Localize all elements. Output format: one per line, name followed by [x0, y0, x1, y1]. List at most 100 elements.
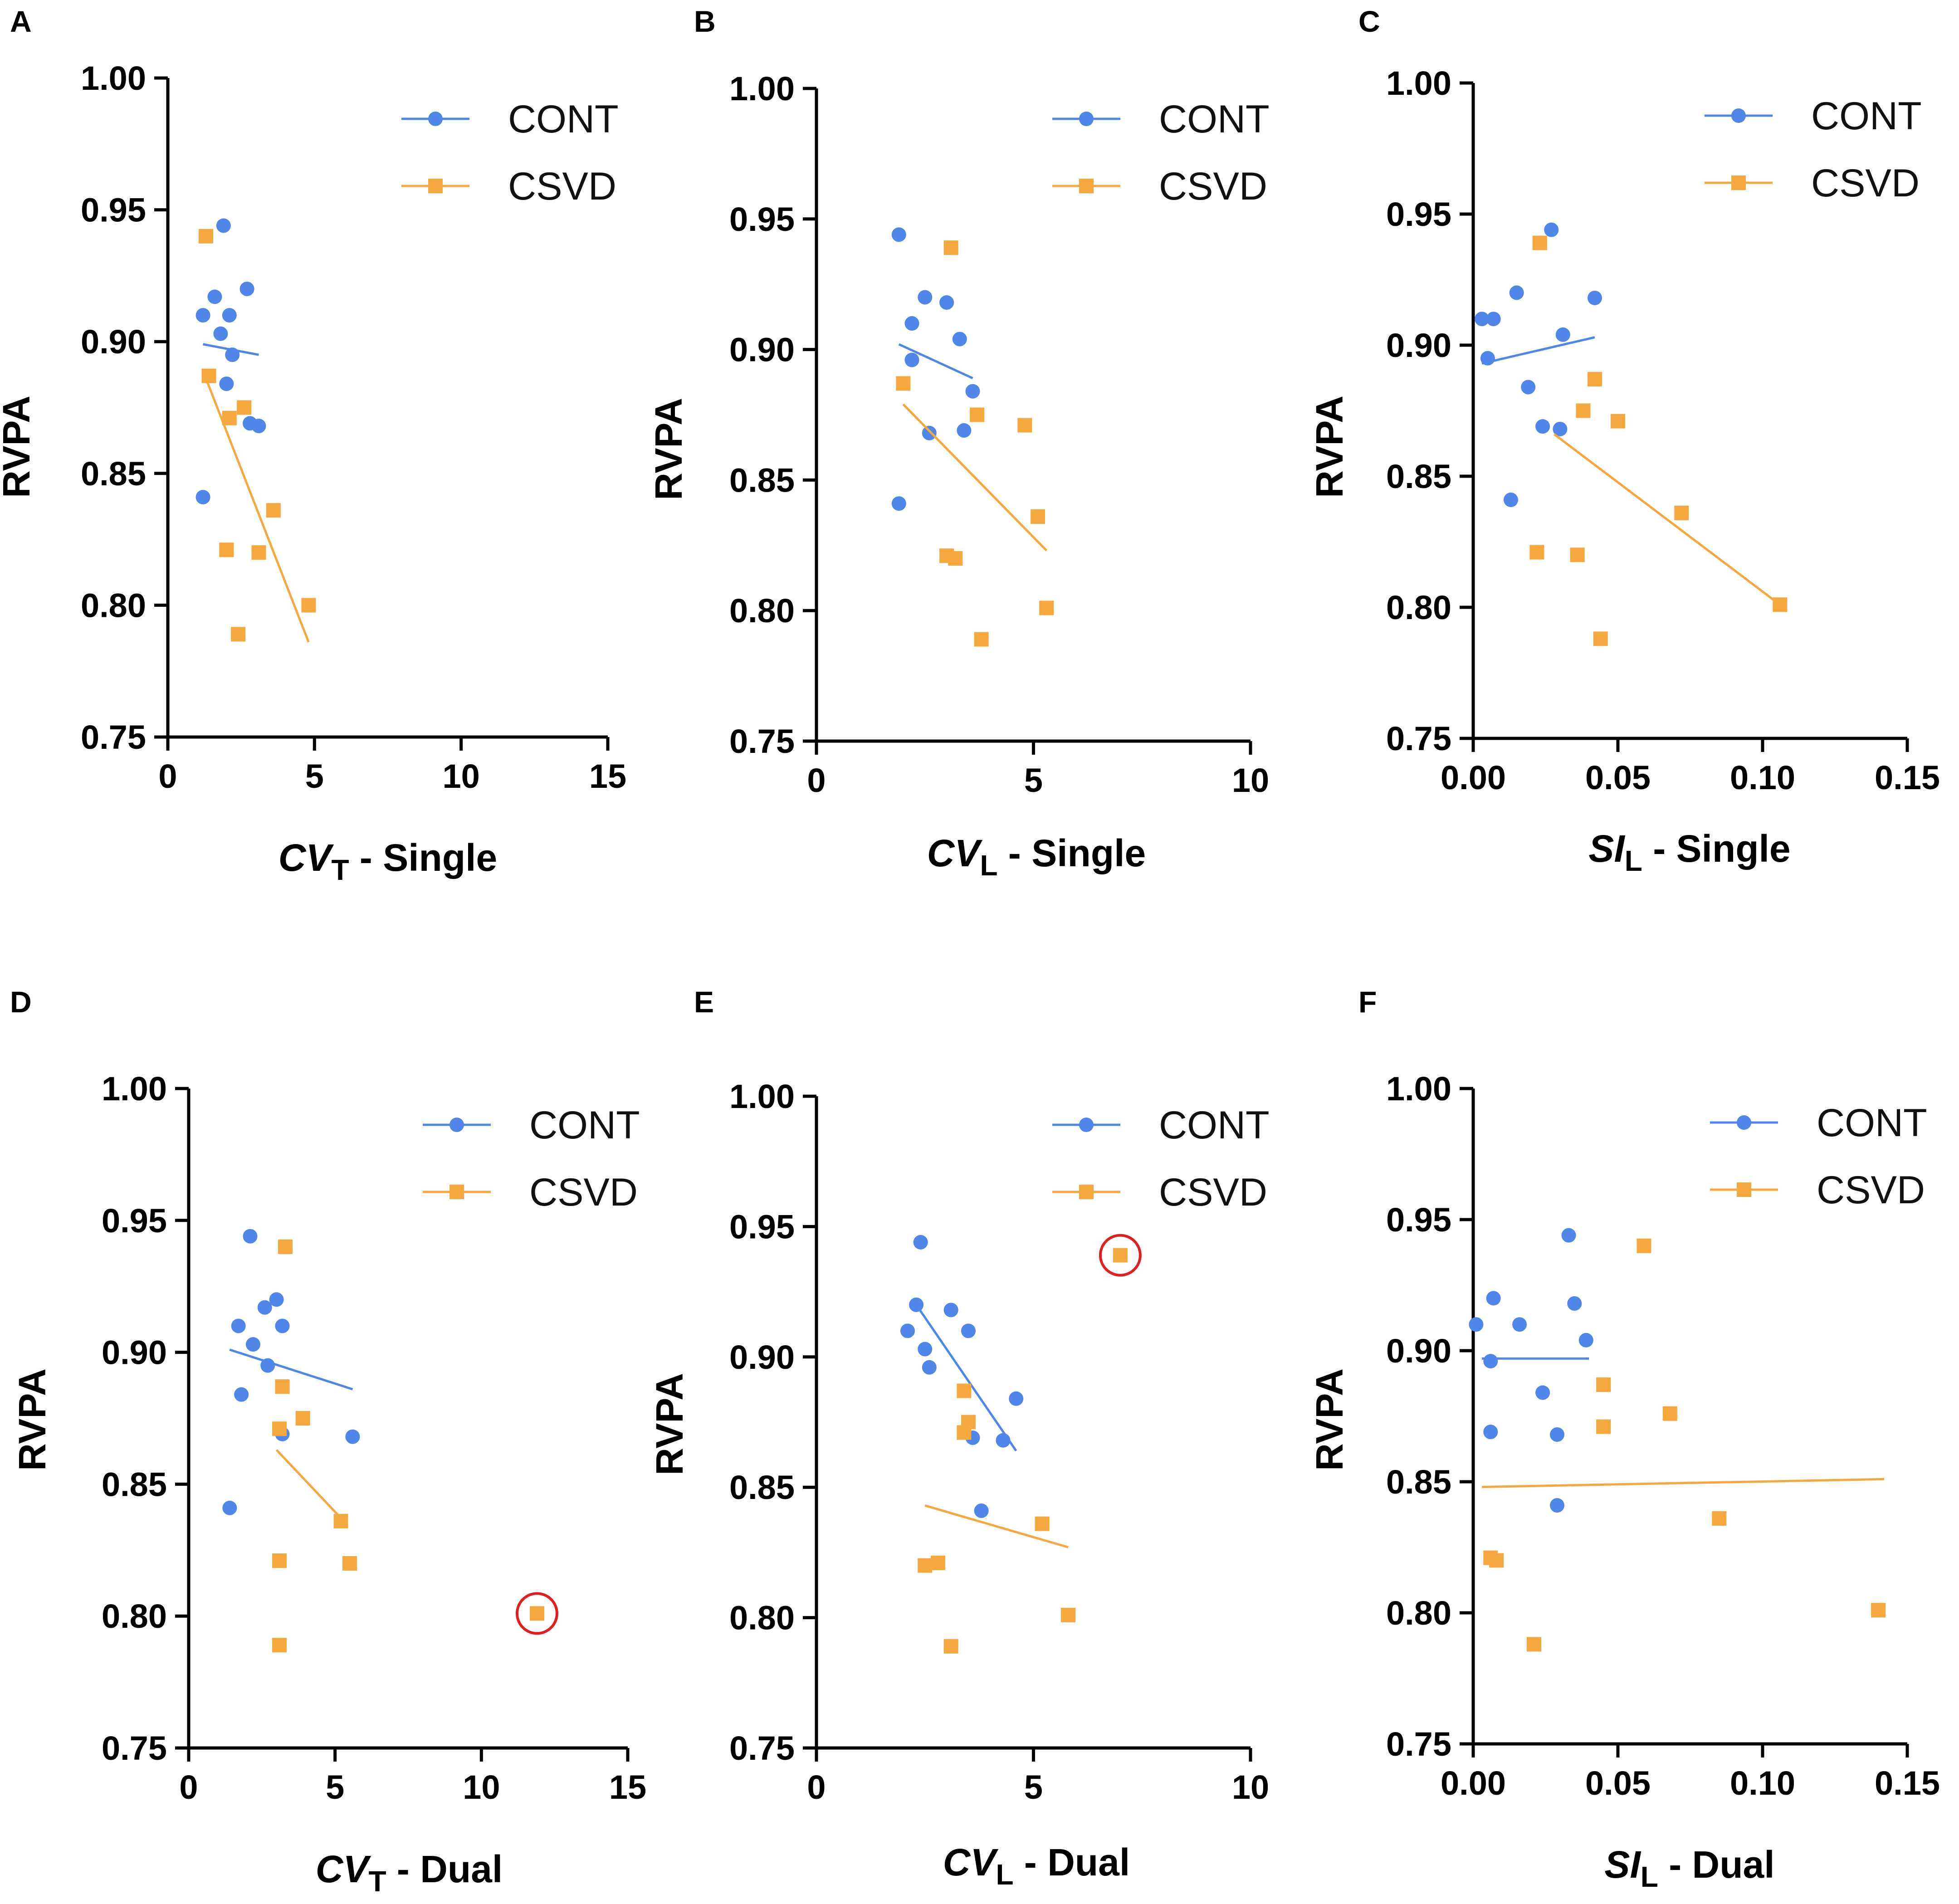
x-axis-label-subscript: L: [1625, 845, 1642, 877]
point-csvd: [1637, 1238, 1651, 1253]
y-tick-label: 0.95: [729, 1208, 795, 1245]
x-axis-label-subscript: L: [1641, 1860, 1658, 1893]
point-csvd: [275, 1379, 290, 1394]
point-csvd: [1712, 1511, 1727, 1526]
fit-line-csvd: [205, 378, 310, 643]
point-cont: [1550, 1427, 1565, 1442]
panel-letter: C: [1358, 5, 1380, 38]
y-axis-label: RVPA: [648, 1373, 691, 1475]
y-tick-label: 1.00: [102, 1070, 167, 1108]
point-cont: [922, 1360, 937, 1375]
y-axis-label: RVPA: [647, 398, 690, 500]
point-csvd: [1039, 600, 1054, 615]
point-csvd: [272, 1638, 287, 1653]
legend-marker-cont: [1079, 112, 1094, 126]
y-tick-label: 0.95: [1386, 195, 1451, 233]
x-tick-label: 10: [1232, 1768, 1269, 1806]
x-tick-label: 0.10: [1730, 1764, 1795, 1802]
point-csvd: [1587, 372, 1602, 387]
x-axis-label-var: CV: [927, 832, 983, 874]
point-csvd: [918, 1558, 933, 1573]
point-csvd: [970, 407, 985, 422]
point-csvd: [1773, 597, 1788, 612]
y-tick-label: 0.95: [81, 191, 146, 229]
point-csvd: [943, 1639, 958, 1654]
point-cont: [216, 218, 231, 233]
x-axis-label-var: CV: [278, 836, 334, 879]
point-csvd: [333, 1513, 348, 1528]
point-csvd: [1871, 1603, 1886, 1618]
y-tick-label: 0.95: [102, 1202, 167, 1240]
legend-marker-csvd: [449, 1185, 464, 1199]
panel-letter: E: [694, 985, 714, 1019]
x-axis-label-var: SI: [1588, 827, 1625, 870]
point-cont: [1469, 1317, 1484, 1332]
x-axis-label-suffix: - Single: [1642, 827, 1791, 870]
point-csvd: [1526, 1637, 1541, 1652]
fit-line-cont: [915, 1304, 1017, 1452]
point-csvd: [957, 1425, 972, 1440]
legend-marker-csvd: [1737, 1182, 1751, 1197]
y-tick-label: 0.90: [1386, 1332, 1451, 1370]
point-csvd: [219, 542, 234, 557]
y-tick-label: 0.75: [729, 723, 795, 760]
point-csvd: [301, 598, 316, 613]
panel-e: E 0.75 0.80 0.85 0.90 0.95 1.00 0 5 10 RVPA CVL - D…: [648, 985, 1270, 1891]
point-cont: [243, 1229, 258, 1244]
point-cont: [1486, 312, 1501, 327]
legend-label: CONT: [529, 1103, 640, 1147]
point-csvd: [295, 1411, 310, 1426]
point-cont: [1567, 1296, 1582, 1311]
point-cont: [1509, 285, 1524, 300]
point-cont: [1486, 1291, 1501, 1306]
legend-label: CONT: [1811, 94, 1922, 138]
point-csvd: [1570, 547, 1585, 562]
legend-label: CSVD: [1159, 1171, 1267, 1214]
point-csvd: [1674, 505, 1689, 520]
fit-line-csvd: [275, 1449, 345, 1522]
point-cont: [231, 1318, 246, 1333]
panel-a: A 0.75 0.80 0.85 0.90 0.95 1.00 0 5 10 15 RVPA CVT -…: [0, 5, 626, 886]
point-cont: [943, 1303, 958, 1318]
point-csvd: [251, 545, 266, 560]
y-tick-label: 0.75: [1386, 1725, 1451, 1763]
y-tick-label: 0.85: [102, 1465, 167, 1503]
x-tick-label: 0.15: [1875, 759, 1940, 796]
fit-line-csvd: [1482, 1478, 1885, 1489]
legend-marker-cont: [1737, 1115, 1751, 1130]
x-axis-label-subscript: T: [368, 1865, 386, 1898]
y-tick-label: 0.75: [102, 1729, 167, 1767]
point-cont: [939, 295, 954, 310]
x-tick-label: 0: [807, 762, 826, 799]
x-axis-label-suffix: - Dual: [1658, 1843, 1775, 1886]
point-csvd: [896, 376, 911, 391]
y-tick-label: 0.85: [729, 461, 795, 499]
point-cont: [195, 490, 210, 505]
x-tick-label: 0.05: [1585, 759, 1651, 796]
point-csvd: [974, 632, 989, 647]
point-csvd: [948, 551, 963, 566]
legend-label: CSVD: [508, 165, 616, 208]
legend-label: CSVD: [1811, 161, 1920, 205]
point-csvd: [529, 1606, 544, 1621]
y-tick-label: 1.00: [1386, 64, 1451, 102]
y-tick-label: 0.95: [729, 200, 795, 238]
point-cont: [345, 1429, 360, 1444]
x-tick-label: 5: [1024, 1768, 1043, 1806]
point-csvd: [278, 1239, 293, 1254]
point-cont: [207, 289, 222, 304]
point-csvd: [1031, 509, 1045, 524]
x-tick-label: 5: [1024, 762, 1043, 799]
point-cont: [957, 423, 972, 438]
outlier-highlight-circle: [515, 1592, 558, 1635]
point-csvd: [342, 1556, 357, 1571]
x-axis-label: CVL - Single: [927, 832, 1146, 882]
point-cont: [219, 376, 234, 391]
legend-label: CSVD: [1817, 1168, 1925, 1212]
y-tick-label: 0.90: [81, 323, 146, 361]
panel-f: F 0.75 0.80 0.85 0.90 0.95 1.00 0.00 0.05 0.10 0.1…: [1308, 985, 1940, 1893]
point-cont: [269, 1292, 284, 1307]
point-cont: [891, 227, 906, 242]
y-tick-label: 0.75: [729, 1729, 795, 1767]
